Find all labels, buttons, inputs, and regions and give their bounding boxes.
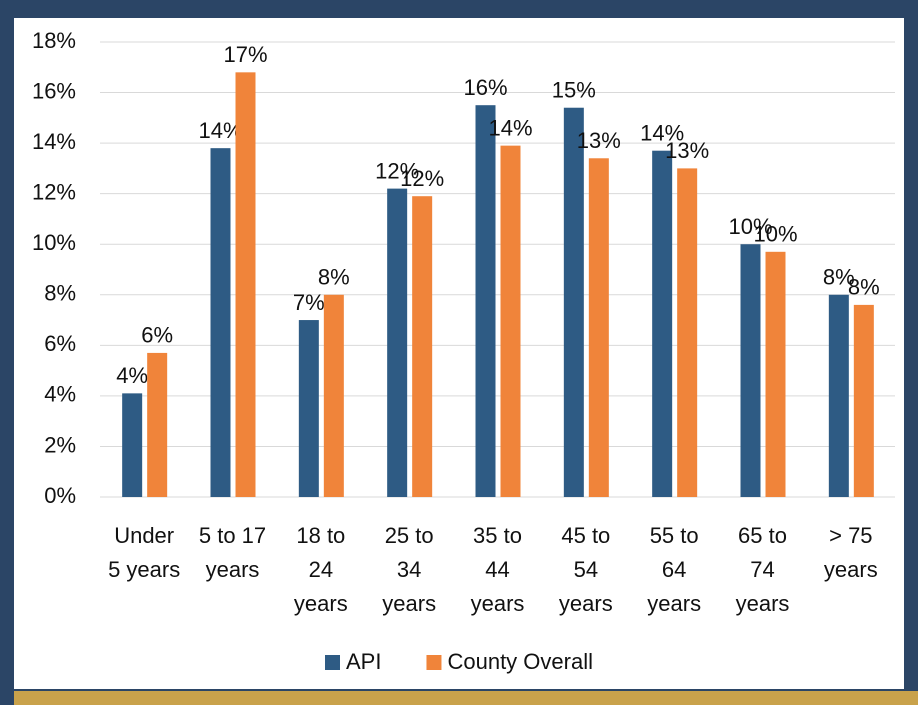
- y-tick-label: 12%: [32, 179, 76, 204]
- x-tick-label: 5 years: [108, 557, 180, 582]
- x-tick-label: 55 to: [650, 523, 699, 548]
- x-tick-label: 74: [750, 557, 774, 582]
- x-tick-label: 24: [309, 557, 333, 582]
- x-tick-label: Under: [114, 523, 174, 548]
- value-label: 8%: [318, 265, 350, 290]
- bar: [387, 188, 408, 497]
- x-tick-label: 18 to: [296, 523, 345, 548]
- x-tick-label: 64: [662, 557, 686, 582]
- bar: [765, 251, 786, 497]
- x-tick-label: 34: [397, 557, 421, 582]
- x-tick-label: 25 to: [385, 523, 434, 548]
- y-tick-label: 4%: [44, 382, 76, 407]
- bar: [563, 107, 584, 497]
- bar: [853, 304, 874, 497]
- bottom-strip: [14, 691, 918, 705]
- bar: [828, 294, 849, 497]
- value-label: 14%: [640, 121, 684, 146]
- value-label: 13%: [665, 138, 709, 163]
- x-tick-label: 54: [574, 557, 598, 582]
- x-tick-label: years: [471, 591, 525, 616]
- y-tick-label: 6%: [44, 331, 76, 356]
- bar: [677, 168, 698, 497]
- x-tick-label: years: [559, 591, 613, 616]
- value-label: 14%: [488, 115, 532, 140]
- y-tick-label: 2%: [44, 432, 76, 457]
- bar: [412, 196, 433, 497]
- x-tick-label: years: [647, 591, 701, 616]
- bar: [588, 158, 609, 497]
- bar: [475, 105, 496, 497]
- value-label: 7%: [293, 290, 325, 315]
- x-tick-label: years: [294, 591, 348, 616]
- value-label: 12%: [400, 166, 444, 191]
- value-label: 16%: [463, 75, 507, 100]
- value-label: 15%: [552, 78, 596, 103]
- bar: [323, 294, 344, 497]
- value-label: 10%: [728, 214, 772, 239]
- y-tick-label: 16%: [32, 78, 76, 103]
- x-tick-label: years: [206, 557, 260, 582]
- value-label: 17%: [223, 42, 267, 67]
- bar: [298, 320, 319, 497]
- value-label: 8%: [848, 275, 880, 300]
- x-tick-label: 5 to 17: [199, 523, 266, 548]
- y-tick-label: 14%: [32, 129, 76, 154]
- bar: [122, 393, 143, 497]
- value-label: 13%: [577, 128, 621, 153]
- value-label: 14%: [198, 118, 242, 143]
- value-label: 12%: [375, 158, 419, 183]
- x-tick-label: years: [736, 591, 790, 616]
- x-tick-label: 44: [485, 557, 509, 582]
- bar: [500, 145, 521, 497]
- y-tick-label: 18%: [32, 28, 76, 53]
- bar: [147, 352, 168, 497]
- bar: [210, 148, 231, 497]
- bar: [235, 72, 256, 497]
- y-tick-label: 0%: [44, 483, 76, 508]
- bar: [740, 244, 761, 497]
- legend-label: County Overall: [447, 649, 593, 674]
- x-tick-label: years: [382, 591, 436, 616]
- value-label: 10%: [753, 222, 797, 247]
- x-tick-label: years: [824, 557, 878, 582]
- value-label: 8%: [823, 265, 855, 290]
- value-label: 6%: [141, 323, 173, 348]
- bar: [652, 150, 673, 497]
- y-tick-label: 8%: [44, 281, 76, 306]
- value-label: 4%: [116, 363, 148, 388]
- x-tick-label: 45 to: [561, 523, 610, 548]
- y-tick-label: 10%: [32, 230, 76, 255]
- x-tick-label: 35 to: [473, 523, 522, 548]
- legend-swatch: [426, 655, 442, 670]
- x-tick-label: 65 to: [738, 523, 787, 548]
- legend-label: API: [346, 649, 381, 674]
- legend-swatch: [325, 655, 340, 670]
- x-tick-label: > 75: [829, 523, 872, 548]
